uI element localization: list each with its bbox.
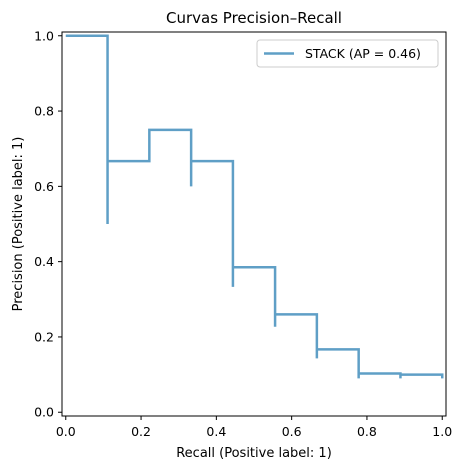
legend-box [256,39,439,68]
pr-curve-series-line [65,34,444,379]
y-tick-label: 0.2 [34,329,54,344]
y-tick-label: 0.6 [34,179,54,194]
plot-area [61,31,447,417]
chart-title: Curvas Precision–Recall [166,9,342,27]
x-tick-label: 0.8 [357,424,377,439]
x-tick-label: 0.4 [206,424,226,439]
legend: STACK (AP = 0.46) [256,39,439,68]
y-tick-label: 0.0 [34,405,54,420]
x-axis: 0.0 0.2 0.4 0.6 0.8 1.0 [56,416,452,439]
plot-frame [61,31,447,417]
x-tick-label: 1.0 [432,424,452,439]
y-tick-label: 0.4 [34,254,54,269]
x-tick-label: 0.0 [56,424,76,439]
y-axis-label: Precision (Positive label: 1) [11,137,26,312]
x-tick-label: 0.2 [131,424,151,439]
legend-entry-label: STACK (AP = 0.46) [305,46,421,61]
y-axis: 0.0 0.2 0.4 0.6 0.8 1.0 [34,28,62,420]
series-layer [65,34,444,379]
y-tick-label: 0.8 [34,104,54,119]
y-tick-label: 1.0 [34,28,54,43]
x-tick-label: 0.6 [282,424,302,439]
x-axis-label: Recall (Positive label: 1) [176,446,332,461]
